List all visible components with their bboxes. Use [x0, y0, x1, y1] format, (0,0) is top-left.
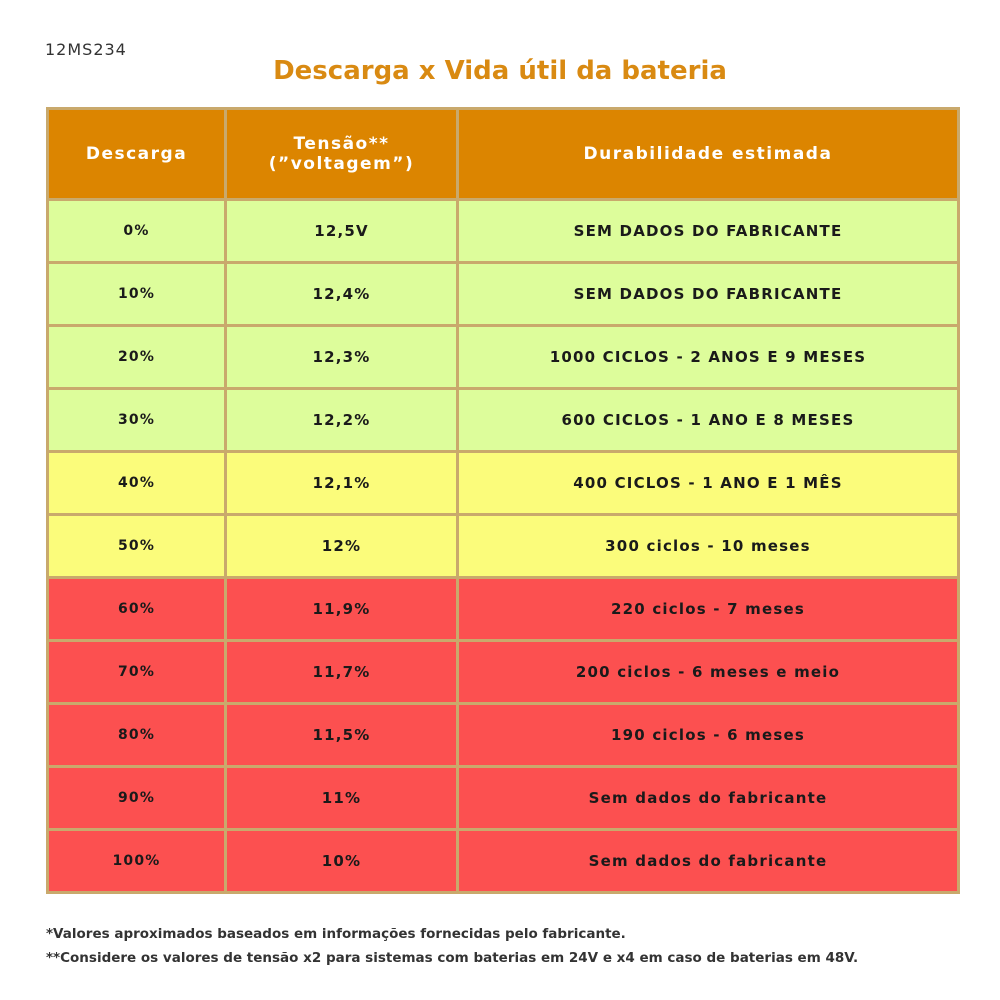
table-cell: 40% [46, 450, 227, 516]
header-cell: Durabilidade estimada [456, 107, 960, 201]
code: 12MS234 [45, 40, 127, 59]
table-row: 0% 12,5V SEM DADOS DO FABRICANTE [46, 198, 960, 264]
table-cell: 100% [46, 828, 227, 894]
table-cell: SEM DADOS DO FABRICANTE [456, 261, 960, 327]
footnote: **Considere os valores de tensão x2 para… [46, 950, 859, 966]
table-cell: 20% [46, 324, 227, 390]
header-cell: Descarga [46, 107, 227, 201]
header-cell: Tensão** (”voltagem”) [224, 107, 459, 201]
table-cell: 600 CICLOS - 1 ANO E 8 MESES [456, 387, 960, 453]
table-cell: 50% [46, 513, 227, 579]
table-cell: SEM DADOS DO FABRICANTE [456, 198, 960, 264]
header-text: Tensão** [293, 134, 390, 154]
table-cell: 220 ciclos - 7 meses [456, 576, 960, 642]
title: Descarga x Vida útil da bateria [273, 56, 727, 86]
table-cell: 12,5V [224, 198, 459, 264]
table-cell: 12% [224, 513, 459, 579]
table-row: 100% 10% Sem dados do fabricante [46, 828, 960, 894]
table-cell: 11% [224, 765, 459, 831]
table-cell: 10% [46, 261, 227, 327]
table-cell: Sem dados do fabricante [456, 765, 960, 831]
table-row: 20% 12,3% 1000 CICLOS - 2 ANOS E 9 MESES [46, 324, 960, 390]
table-cell: 11,5% [224, 702, 459, 768]
table-cell: 80% [46, 702, 227, 768]
table-row: 40% 12,1% 400 CICLOS - 1 ANO E 1 MÊS [46, 450, 960, 516]
table-cell: 11,9% [224, 576, 459, 642]
table-cell: 11,7% [224, 639, 459, 705]
table-cell: 12,1% [224, 450, 459, 516]
table-cell: 10% [224, 828, 459, 894]
header-text: Descarga [85, 144, 188, 164]
table-cell: 190 ciclos - 6 meses [456, 702, 960, 768]
header-text: (”voltagem”) [268, 154, 415, 174]
table-cell: 12,3% [224, 324, 459, 390]
table-cell: 400 CICLOS - 1 ANO E 1 MÊS [456, 450, 960, 516]
table-cell: 30% [46, 387, 227, 453]
table-row: 80% 11,5% 190 ciclos - 6 meses [46, 702, 960, 768]
table-row: 90% 11% Sem dados do fabricante [46, 765, 960, 831]
table-cell: 0% [46, 198, 227, 264]
footnote: *Valores aproximados baseados em informa… [46, 926, 626, 942]
table-body: 0% 12,5V SEM DADOS DO FABRICANTE 10% 12,4% SE… [46, 198, 960, 894]
table-cell: 60% [46, 576, 227, 642]
table-cell: 12,2% [224, 387, 459, 453]
table-cell: 90% [46, 765, 227, 831]
table-cell: 12,4% [224, 261, 459, 327]
table-row: 30% 12,2% 600 CICLOS - 1 ANO E 8 MESES [46, 387, 960, 453]
table: Descarga Tensão** (”voltagem”) Durabilidade… [46, 107, 960, 894]
table-cell: 70% [46, 639, 227, 705]
table-row: 10% 12,4% SEM DADOS DO FABRICANTE [46, 261, 960, 327]
table-cell: 300 ciclos - 10 meses [456, 513, 960, 579]
table-row: 70% 11,7% 200 ciclos - 6 meses e meio [46, 639, 960, 705]
table-cell: 1000 CICLOS - 2 ANOS E 9 MESES [456, 324, 960, 390]
table-row: 60% 11,9% 220 ciclos - 7 meses [46, 576, 960, 642]
footnotes: *Valores aproximados baseados em informa… [46, 922, 858, 970]
table-cell: Sem dados do fabricante [456, 828, 960, 894]
table-row: 50% 12% 300 ciclos - 10 meses [46, 513, 960, 579]
header-text: Durabilidade estimada [583, 144, 833, 164]
header-row: Descarga Tensão** (”voltagem”) Durabilidade… [46, 107, 960, 201]
table-cell: 200 ciclos - 6 meses e meio [456, 639, 960, 705]
